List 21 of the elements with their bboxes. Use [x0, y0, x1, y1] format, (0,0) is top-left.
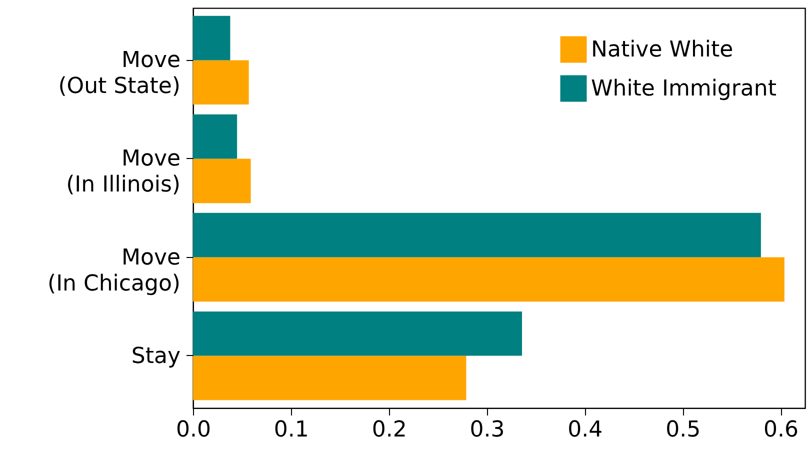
- y-tick-label: Move (In Illinois): [66, 146, 180, 198]
- x-tick-label: 0.0: [176, 418, 211, 442]
- bar: [193, 158, 251, 204]
- x-tick-label: 0.5: [666, 418, 701, 442]
- x-tick-label: 0.2: [372, 418, 407, 442]
- y-tick-label: Move (In Chicago): [47, 245, 180, 296]
- bar: [193, 16, 230, 60]
- bar: [193, 60, 249, 105]
- y-tick-label: Stay: [131, 344, 180, 369]
- bar: [193, 311, 522, 356]
- x-tick-label: 0.3: [470, 418, 505, 442]
- x-tick-label: 0.4: [568, 418, 603, 442]
- bar: [193, 356, 466, 400]
- x-tick-label: 0.1: [274, 418, 309, 442]
- bar: [193, 212, 761, 258]
- legend-label: White Immigrant: [591, 76, 777, 102]
- legend-label: Native White: [591, 38, 734, 62]
- bar: [193, 257, 784, 302]
- x-tick-label: 0.6: [764, 418, 799, 442]
- bar: [193, 114, 238, 159]
- y-tick-label: Move (Out State): [58, 48, 180, 100]
